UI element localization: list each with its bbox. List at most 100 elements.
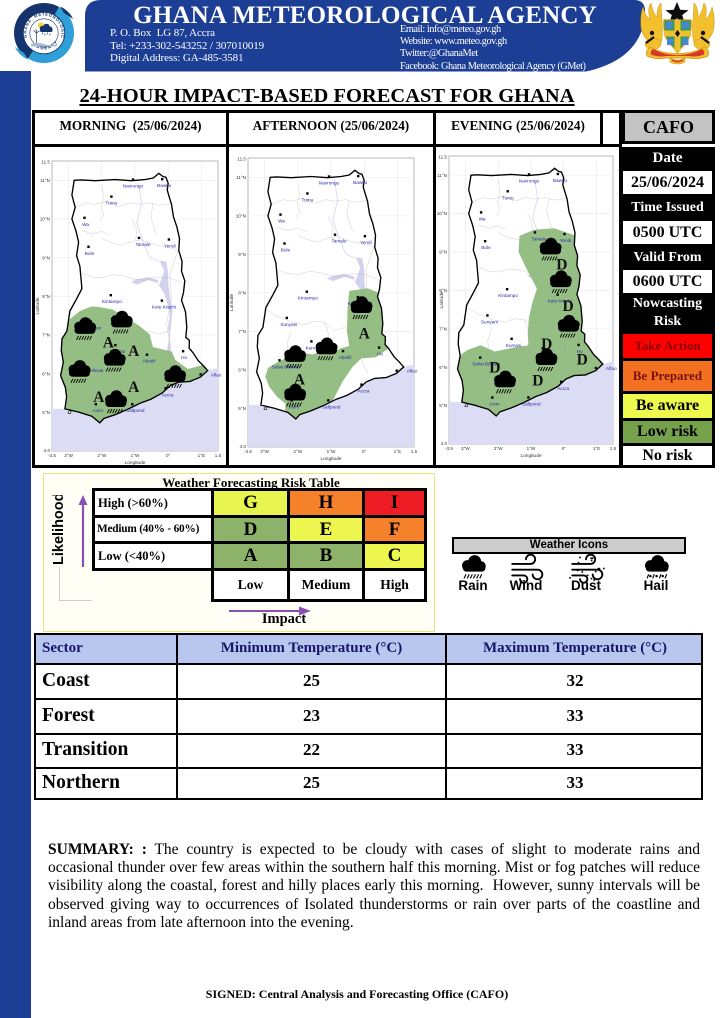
svg-text:Tamale: Tamale <box>331 239 347 244</box>
svg-text:3°W: 3°W <box>461 446 470 451</box>
svg-text:5°N: 5°N <box>238 406 246 411</box>
svg-text:1°E: 1°E <box>593 446 600 451</box>
svg-text:Latitude: Latitude <box>439 291 445 308</box>
svg-text:4.0: 4.0 <box>44 448 51 453</box>
svg-text:-3.5: -3.5 <box>48 453 56 458</box>
svg-text:Kintampo: Kintampo <box>102 299 122 304</box>
svg-text:D: D <box>489 360 500 377</box>
svg-text:Kete Krachi: Kete Krachi <box>152 305 176 310</box>
svg-text:3°W: 3°W <box>260 449 269 454</box>
svg-text:Ho: Ho <box>181 355 187 360</box>
svg-text:Abetifi: Abetifi <box>338 355 351 360</box>
svg-text:Latitude: Latitude <box>229 294 235 311</box>
svg-text:Navrongo: Navrongo <box>519 178 540 183</box>
svg-text:Bawku: Bawku <box>353 180 367 185</box>
svg-text:2°W: 2°W <box>97 453 106 458</box>
svg-text:1°W: 1°W <box>131 453 140 458</box>
svg-text:A: A <box>128 379 140 396</box>
svg-text:11.5: 11.5 <box>41 160 50 165</box>
svg-text:Yendi: Yendi <box>164 244 176 249</box>
svg-text:10°N: 10°N <box>236 213 246 218</box>
svg-text:-3.5: -3.5 <box>445 446 453 451</box>
svg-text:Saltpond: Saltpond <box>322 404 341 409</box>
svg-text:11.5: 11.5 <box>438 155 447 160</box>
svg-text:6°N: 6°N <box>439 365 447 370</box>
svg-text:A: A <box>93 389 105 406</box>
svg-text:Kumasi: Kumasi <box>506 343 522 348</box>
svg-text:Aflao: Aflao <box>606 366 617 371</box>
svg-text:11.5: 11.5 <box>237 157 246 162</box>
svg-text:11°N: 11°N <box>40 178 50 183</box>
svg-text:1°W: 1°W <box>527 446 536 451</box>
svg-text:Bawku: Bawku <box>553 178 567 183</box>
svg-text:Bawku: Bawku <box>157 183 171 188</box>
svg-text:10°N: 10°N <box>437 211 447 216</box>
svg-text:Axim: Axim <box>289 404 300 409</box>
svg-text:D: D <box>577 352 588 369</box>
svg-text:1°E: 1°E <box>198 453 205 458</box>
svg-text:Wa: Wa <box>82 222 89 227</box>
svg-text:Accra: Accra <box>557 386 569 391</box>
svg-text:Sefwi Bekwai: Sefwi Bekwai <box>472 362 500 367</box>
svg-text:Navrongo: Navrongo <box>123 184 144 189</box>
svg-text:0°: 0° <box>362 449 367 454</box>
svg-text:Sunyani: Sunyani <box>481 319 498 324</box>
svg-text:Kete Krachi: Kete Krachi <box>547 299 571 304</box>
svg-text:Wa: Wa <box>278 219 285 224</box>
svg-text:Kintampo: Kintampo <box>498 293 518 298</box>
svg-text:-3.5: -3.5 <box>244 449 252 454</box>
svg-text:4.0: 4.0 <box>441 441 448 446</box>
svg-text:Ho: Ho <box>377 352 383 357</box>
svg-text:Bole: Bole <box>281 248 291 253</box>
svg-text:A: A <box>103 335 115 352</box>
svg-text:Tumu: Tumu <box>105 201 117 206</box>
svg-text:Tumu: Tumu <box>301 198 313 203</box>
svg-text:2°W: 2°W <box>293 449 302 454</box>
svg-text:Abetifi: Abetifi <box>142 359 155 364</box>
svg-text:Tumu: Tumu <box>502 195 514 200</box>
svg-text:8°N: 8°N <box>439 288 447 293</box>
svg-text:9°N: 9°N <box>439 250 447 255</box>
svg-text:Latitude: Latitude <box>35 297 41 314</box>
svg-text:D: D <box>556 256 567 273</box>
svg-text:A: A <box>294 372 306 389</box>
svg-text:1°W: 1°W <box>327 449 336 454</box>
svg-text:7°N: 7°N <box>42 333 50 338</box>
svg-text:Longitude: Longitude <box>320 456 341 462</box>
svg-text:1.5: 1.5 <box>610 446 617 451</box>
svg-text:0°: 0° <box>166 453 171 458</box>
svg-text:Aflao: Aflao <box>407 369 418 374</box>
svg-text:Tamale: Tamale <box>531 236 547 241</box>
svg-text:Ho: Ho <box>577 349 583 354</box>
svg-text:Tamale: Tamale <box>135 242 151 247</box>
svg-text:Axim: Axim <box>489 402 500 407</box>
svg-text:0°: 0° <box>562 446 567 451</box>
svg-text:9°N: 9°N <box>42 255 50 260</box>
svg-text:Sefwi Bekwai: Sefwi Bekwai <box>272 364 300 369</box>
svg-text:Kumasi: Kumasi <box>306 345 322 350</box>
svg-text:Aflao: Aflao <box>211 372 222 377</box>
svg-text:Accra: Accra <box>162 392 174 397</box>
svg-text:D: D <box>541 336 552 353</box>
svg-text:Sunyani: Sunyani <box>280 322 297 327</box>
svg-text:Likelihood: Likelihood <box>51 495 67 565</box>
svg-text:Saltpond: Saltpond <box>126 408 145 413</box>
svg-text:Navrongo: Navrongo <box>319 181 340 186</box>
svg-text:11°N: 11°N <box>236 175 246 180</box>
svg-text:7°N: 7°N <box>439 326 447 331</box>
svg-text:Axim: Axim <box>93 408 104 413</box>
svg-text:1.5: 1.5 <box>215 453 222 458</box>
svg-text:Kintampo: Kintampo <box>298 296 318 301</box>
svg-text:Longitude: Longitude <box>520 453 541 459</box>
svg-text:6°N: 6°N <box>238 368 246 373</box>
svg-text:Saltpond: Saltpond <box>522 402 541 407</box>
svg-text:8°N: 8°N <box>42 294 50 299</box>
svg-text:Bole: Bole <box>481 245 491 250</box>
svg-text:A: A <box>128 343 140 360</box>
svg-text:Yendi: Yendi <box>560 238 572 243</box>
svg-text:2°W: 2°W <box>494 446 503 451</box>
svg-text:9°N: 9°N <box>238 252 246 257</box>
svg-text:D: D <box>562 298 573 315</box>
svg-text:4.0: 4.0 <box>240 444 247 449</box>
svg-text:Longitude: Longitude <box>124 460 145 466</box>
